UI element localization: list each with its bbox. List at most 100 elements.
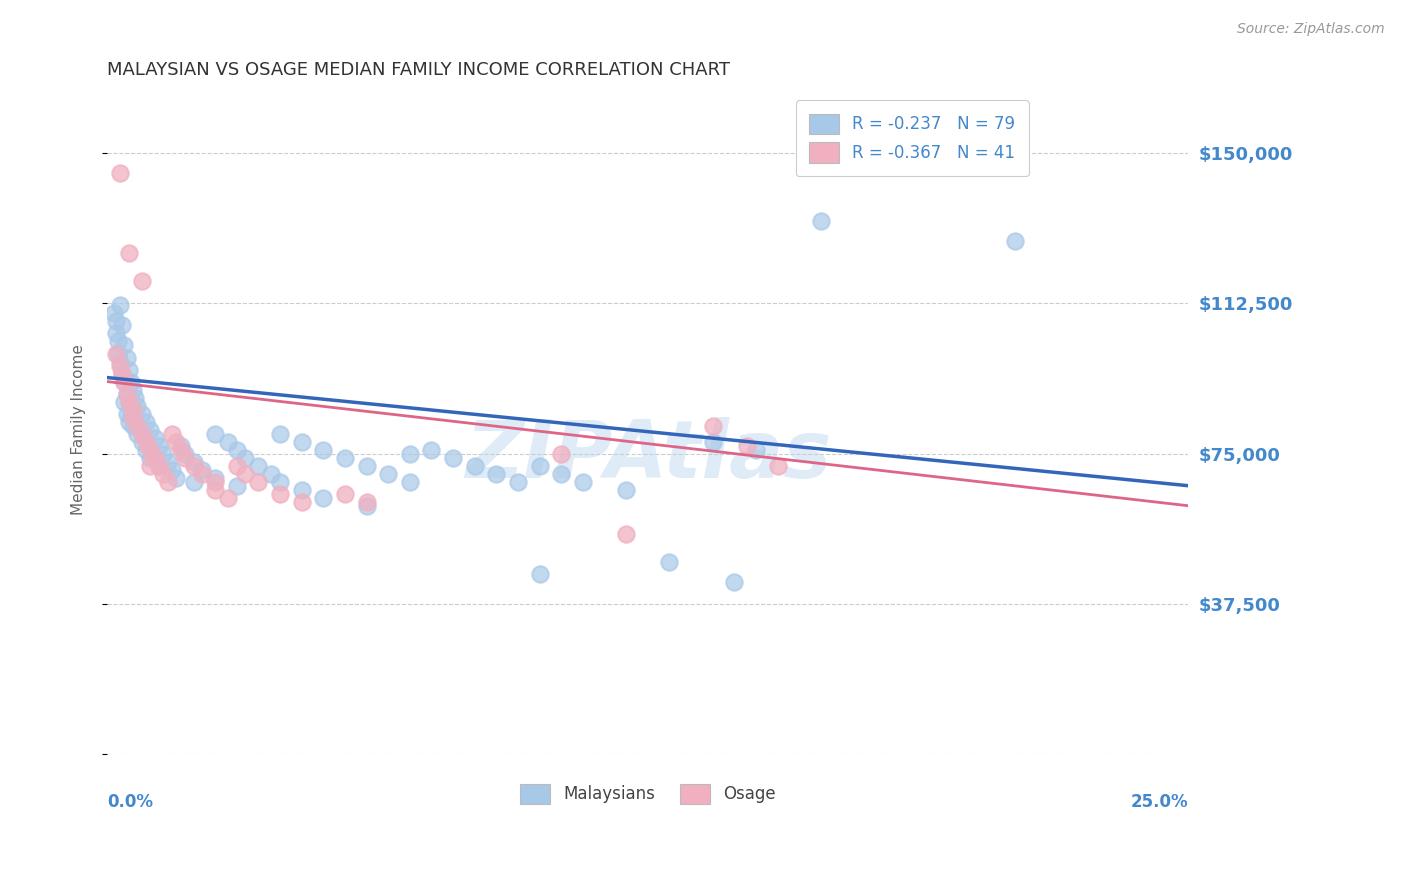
Point xyxy=(399,447,422,461)
Point xyxy=(135,434,157,449)
Point xyxy=(108,359,131,373)
Text: Source: ZipAtlas.com: Source: ZipAtlas.com xyxy=(1237,22,1385,37)
Point xyxy=(658,555,681,569)
Point xyxy=(225,458,247,473)
Point xyxy=(160,463,183,477)
Point xyxy=(107,334,129,349)
Point xyxy=(112,394,135,409)
Point xyxy=(235,450,257,465)
Point xyxy=(143,431,166,445)
Point xyxy=(377,467,399,481)
Point xyxy=(148,458,170,473)
Text: ZIPAtlas: ZIPAtlas xyxy=(464,417,831,494)
Point xyxy=(143,450,166,465)
Point xyxy=(152,467,174,481)
Point xyxy=(148,439,170,453)
Point xyxy=(139,458,162,473)
Point xyxy=(356,458,378,473)
Point xyxy=(247,475,270,489)
Point xyxy=(810,214,832,228)
Point xyxy=(441,450,464,465)
Point xyxy=(115,386,138,401)
Point xyxy=(506,475,529,489)
Point xyxy=(399,475,422,489)
Point xyxy=(312,491,335,505)
Point xyxy=(702,418,724,433)
Point xyxy=(550,467,572,481)
Text: 25.0%: 25.0% xyxy=(1130,793,1188,811)
Point xyxy=(169,442,191,457)
Point xyxy=(269,475,291,489)
Legend: Malaysians, Osage: Malaysians, Osage xyxy=(513,777,783,811)
Point xyxy=(217,434,239,449)
Point xyxy=(120,407,142,421)
Point xyxy=(156,475,179,489)
Point xyxy=(420,442,443,457)
Point xyxy=(333,450,356,465)
Point xyxy=(485,467,508,481)
Point xyxy=(745,442,768,457)
Point xyxy=(174,450,197,465)
Point xyxy=(174,447,197,461)
Point xyxy=(127,399,149,413)
Point xyxy=(111,367,134,381)
Point xyxy=(204,471,226,485)
Text: MALAYSIAN VS OSAGE MEDIAN FAMILY INCOME CORRELATION CHART: MALAYSIAN VS OSAGE MEDIAN FAMILY INCOME … xyxy=(107,62,730,79)
Text: 0.0%: 0.0% xyxy=(107,793,153,811)
Point xyxy=(702,434,724,449)
Point xyxy=(291,483,314,497)
Point xyxy=(122,383,145,397)
Point xyxy=(169,439,191,453)
Point xyxy=(191,463,214,477)
Point xyxy=(529,458,551,473)
Point xyxy=(247,458,270,473)
Point xyxy=(115,386,138,401)
Point xyxy=(131,274,153,288)
Point xyxy=(183,475,205,489)
Point xyxy=(356,499,378,513)
Point xyxy=(191,467,214,481)
Point xyxy=(291,495,314,509)
Point xyxy=(735,439,758,453)
Point xyxy=(131,426,153,441)
Point xyxy=(122,418,145,433)
Point xyxy=(356,495,378,509)
Point xyxy=(723,574,745,589)
Point xyxy=(614,483,637,497)
Point xyxy=(118,415,141,429)
Point xyxy=(235,467,257,481)
Point xyxy=(118,394,141,409)
Point xyxy=(118,246,141,260)
Point xyxy=(572,475,595,489)
Point xyxy=(217,491,239,505)
Point xyxy=(131,407,153,421)
Point xyxy=(115,407,138,421)
Point xyxy=(312,442,335,457)
Point xyxy=(139,423,162,437)
Point xyxy=(131,434,153,449)
Point xyxy=(614,526,637,541)
Point xyxy=(204,426,226,441)
Point xyxy=(152,447,174,461)
Point xyxy=(104,314,127,328)
Point xyxy=(108,354,131,368)
Point xyxy=(766,458,789,473)
Point xyxy=(1004,235,1026,249)
Point xyxy=(122,410,145,425)
Point xyxy=(127,418,149,433)
Point xyxy=(112,375,135,389)
Point xyxy=(156,455,179,469)
Point xyxy=(124,391,146,405)
Point xyxy=(115,351,138,365)
Point xyxy=(550,447,572,461)
Point xyxy=(464,458,486,473)
Point xyxy=(112,338,135,352)
Point xyxy=(122,402,145,417)
Point xyxy=(148,458,170,473)
Point xyxy=(225,442,247,457)
Point xyxy=(204,475,226,489)
Point xyxy=(103,306,125,320)
Y-axis label: Median Family Income: Median Family Income xyxy=(72,344,86,515)
Point xyxy=(183,455,205,469)
Point xyxy=(225,479,247,493)
